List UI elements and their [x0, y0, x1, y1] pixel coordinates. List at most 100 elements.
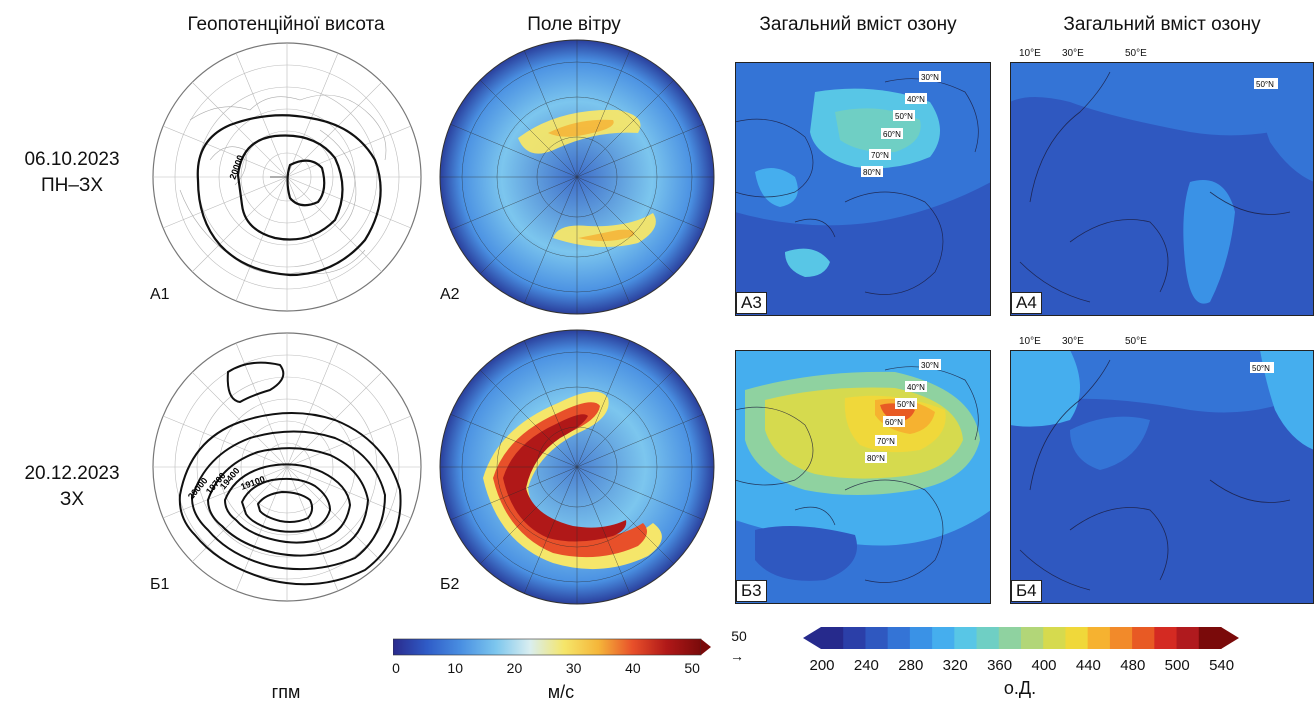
lat-label: 80°N — [867, 454, 885, 463]
ozone-colorbar-cell — [1132, 627, 1155, 649]
wind-tick-label: 0 — [392, 660, 400, 676]
ozone-tick-label: 200 — [809, 657, 835, 674]
header-ozone-a: Загальний вміст озону — [759, 14, 957, 35]
lat-label-box — [1250, 362, 1274, 373]
wind-map-b2 — [439, 329, 715, 605]
wind-colorbar — [393, 638, 711, 656]
row-date: 06.10.2023 — [24, 149, 120, 170]
lat-label: 40°N — [907, 95, 925, 104]
latitude-labels: 30°N 40°N 50°N 60°N 70°N 80°N — [865, 359, 941, 463]
lat-label-box — [1254, 78, 1278, 89]
lat-label: 70°N — [871, 151, 889, 160]
latitude-labels: 30°N 40°N 50°N 60°N 70°N 80°N — [861, 71, 941, 177]
wind-vector-reference: 50 — [731, 628, 747, 644]
row-date: 20.12.2023 — [24, 463, 120, 484]
wind-map-a2 — [439, 39, 715, 315]
row-label-2: 20.12.2023 ЗХ — [2, 461, 142, 513]
header-geopotential: Геопотенційної висота — [187, 14, 385, 35]
wind-tick-label: 50 — [684, 660, 700, 676]
ozone-colorbar-cell — [1154, 627, 1178, 649]
lon-label: 30°E — [1062, 336, 1084, 347]
wind-unit: м/с — [547, 682, 575, 702]
ozone-colorbar-cell — [1065, 627, 1089, 649]
ozone-colorbar-cell — [865, 627, 889, 649]
ozone-map-b3: 30°N 40°N 50°N 60°N 70°N 80°N — [735, 350, 991, 604]
height-contours — [178, 361, 402, 586]
ozone-colorbar-cell — [1087, 627, 1111, 649]
arrow-right-icon: → — [730, 648, 744, 664]
ozone-tick-label: 240 — [853, 657, 879, 674]
lon-label: 10°E — [1019, 48, 1041, 59]
wind-tick-label: 10 — [447, 660, 464, 676]
ozone-tick-label: 480 — [1120, 657, 1146, 674]
panel-label-b3: Б3 — [736, 580, 767, 602]
panel-label-b4: Б4 — [1011, 580, 1042, 602]
row-type: ПН–ЗХ — [40, 175, 104, 196]
ozone-colorbar-cell — [954, 627, 978, 649]
ozone-colorbar-cell — [821, 627, 844, 649]
coastlines — [1019, 71, 1291, 303]
lat-label: 60°N — [885, 418, 903, 427]
lat-label: 50°N — [897, 400, 915, 409]
ozone-colorbar-cell — [887, 627, 911, 649]
meridians — [440, 40, 714, 314]
ozone-colorbar-cell — [932, 627, 955, 649]
row-type: ЗХ — [59, 489, 85, 510]
lat-label: 80°N — [863, 168, 881, 177]
header-wind: Поле вітру — [527, 14, 621, 35]
wind-tick-label: 30 — [565, 660, 582, 676]
geopotential-map-a1: 20000 — [152, 42, 422, 312]
ozone-colorbar-cell — [998, 627, 1022, 649]
header-ozone-b: Загальний вміст озону — [1063, 14, 1261, 35]
wind-core-areas — [503, 414, 627, 542]
ozone-colorbar-cell — [1021, 627, 1044, 649]
ozone-tick-label: 320 — [942, 657, 968, 674]
panel-label-a3: А3 — [736, 292, 767, 314]
panel-label-a2: А2 — [440, 286, 460, 303]
ozone-tick-label: 540 — [1209, 657, 1235, 674]
ozone-colorbar-extend-high — [1221, 627, 1239, 649]
ozone-colorbar-cell — [976, 627, 1000, 649]
lat-label: 30°N — [921, 73, 939, 82]
ozone-tick-label: 360 — [987, 657, 1013, 674]
ozone-colorbar-extend-low — [803, 627, 821, 649]
panel-label-a4: А4 — [1011, 292, 1042, 314]
lat-label: 50°N — [1256, 80, 1274, 89]
coastlines — [1019, 359, 1291, 591]
ozone-map-a3: 30°N 40°N 50°N 60°N 70°N 80°N — [735, 62, 991, 316]
row-label-1: 06.10.2023 ПН–ЗХ — [2, 147, 142, 199]
lat-label: 40°N — [907, 383, 925, 392]
wind-colorbar-extend — [701, 639, 711, 655]
height-contours — [196, 114, 382, 277]
ozone-colorbar-cell — [1176, 627, 1200, 649]
lat-label: 60°N — [883, 130, 901, 139]
lat-label: 30°N — [921, 361, 939, 370]
coastlines — [735, 78, 979, 295]
ozone-tick-label: 280 — [898, 657, 924, 674]
lon-label: 50°E — [1125, 48, 1147, 59]
wind-core-areas — [548, 119, 634, 242]
panel-label-b2: Б2 — [440, 576, 460, 593]
ozone-colorbar-cell — [1198, 627, 1222, 649]
geopotential-unit: гпм — [271, 682, 301, 702]
panel-label-a1: А1 — [150, 286, 170, 303]
ozone-unit: о.Д. — [1003, 678, 1037, 698]
wind-tick-label: 40 — [625, 660, 641, 676]
lat-label: 50°N — [1252, 364, 1270, 373]
ozone-colorbar-cell — [843, 627, 866, 649]
lon-label: 30°E — [1062, 48, 1084, 59]
ozone-colorbar-cell — [1043, 627, 1066, 649]
ozone-tick-label: 500 — [1164, 657, 1190, 674]
wind-colorbar-bar — [393, 638, 702, 656]
graticule — [153, 333, 421, 601]
lat-label: 70°N — [877, 437, 895, 446]
ozone-map-b4: 50°N — [1010, 350, 1314, 604]
ozone-tick-label: 440 — [1075, 657, 1101, 674]
ozone-colorbar-cell — [1109, 627, 1133, 649]
lat-label: 50°N — [895, 112, 913, 121]
ozone-map-a4: 50°N — [1010, 62, 1314, 316]
geopotential-map-b1: 20000 19700 19400 19100 — [152, 332, 422, 602]
coastlines — [179, 94, 387, 275]
lon-label: 10°E — [1019, 336, 1041, 347]
